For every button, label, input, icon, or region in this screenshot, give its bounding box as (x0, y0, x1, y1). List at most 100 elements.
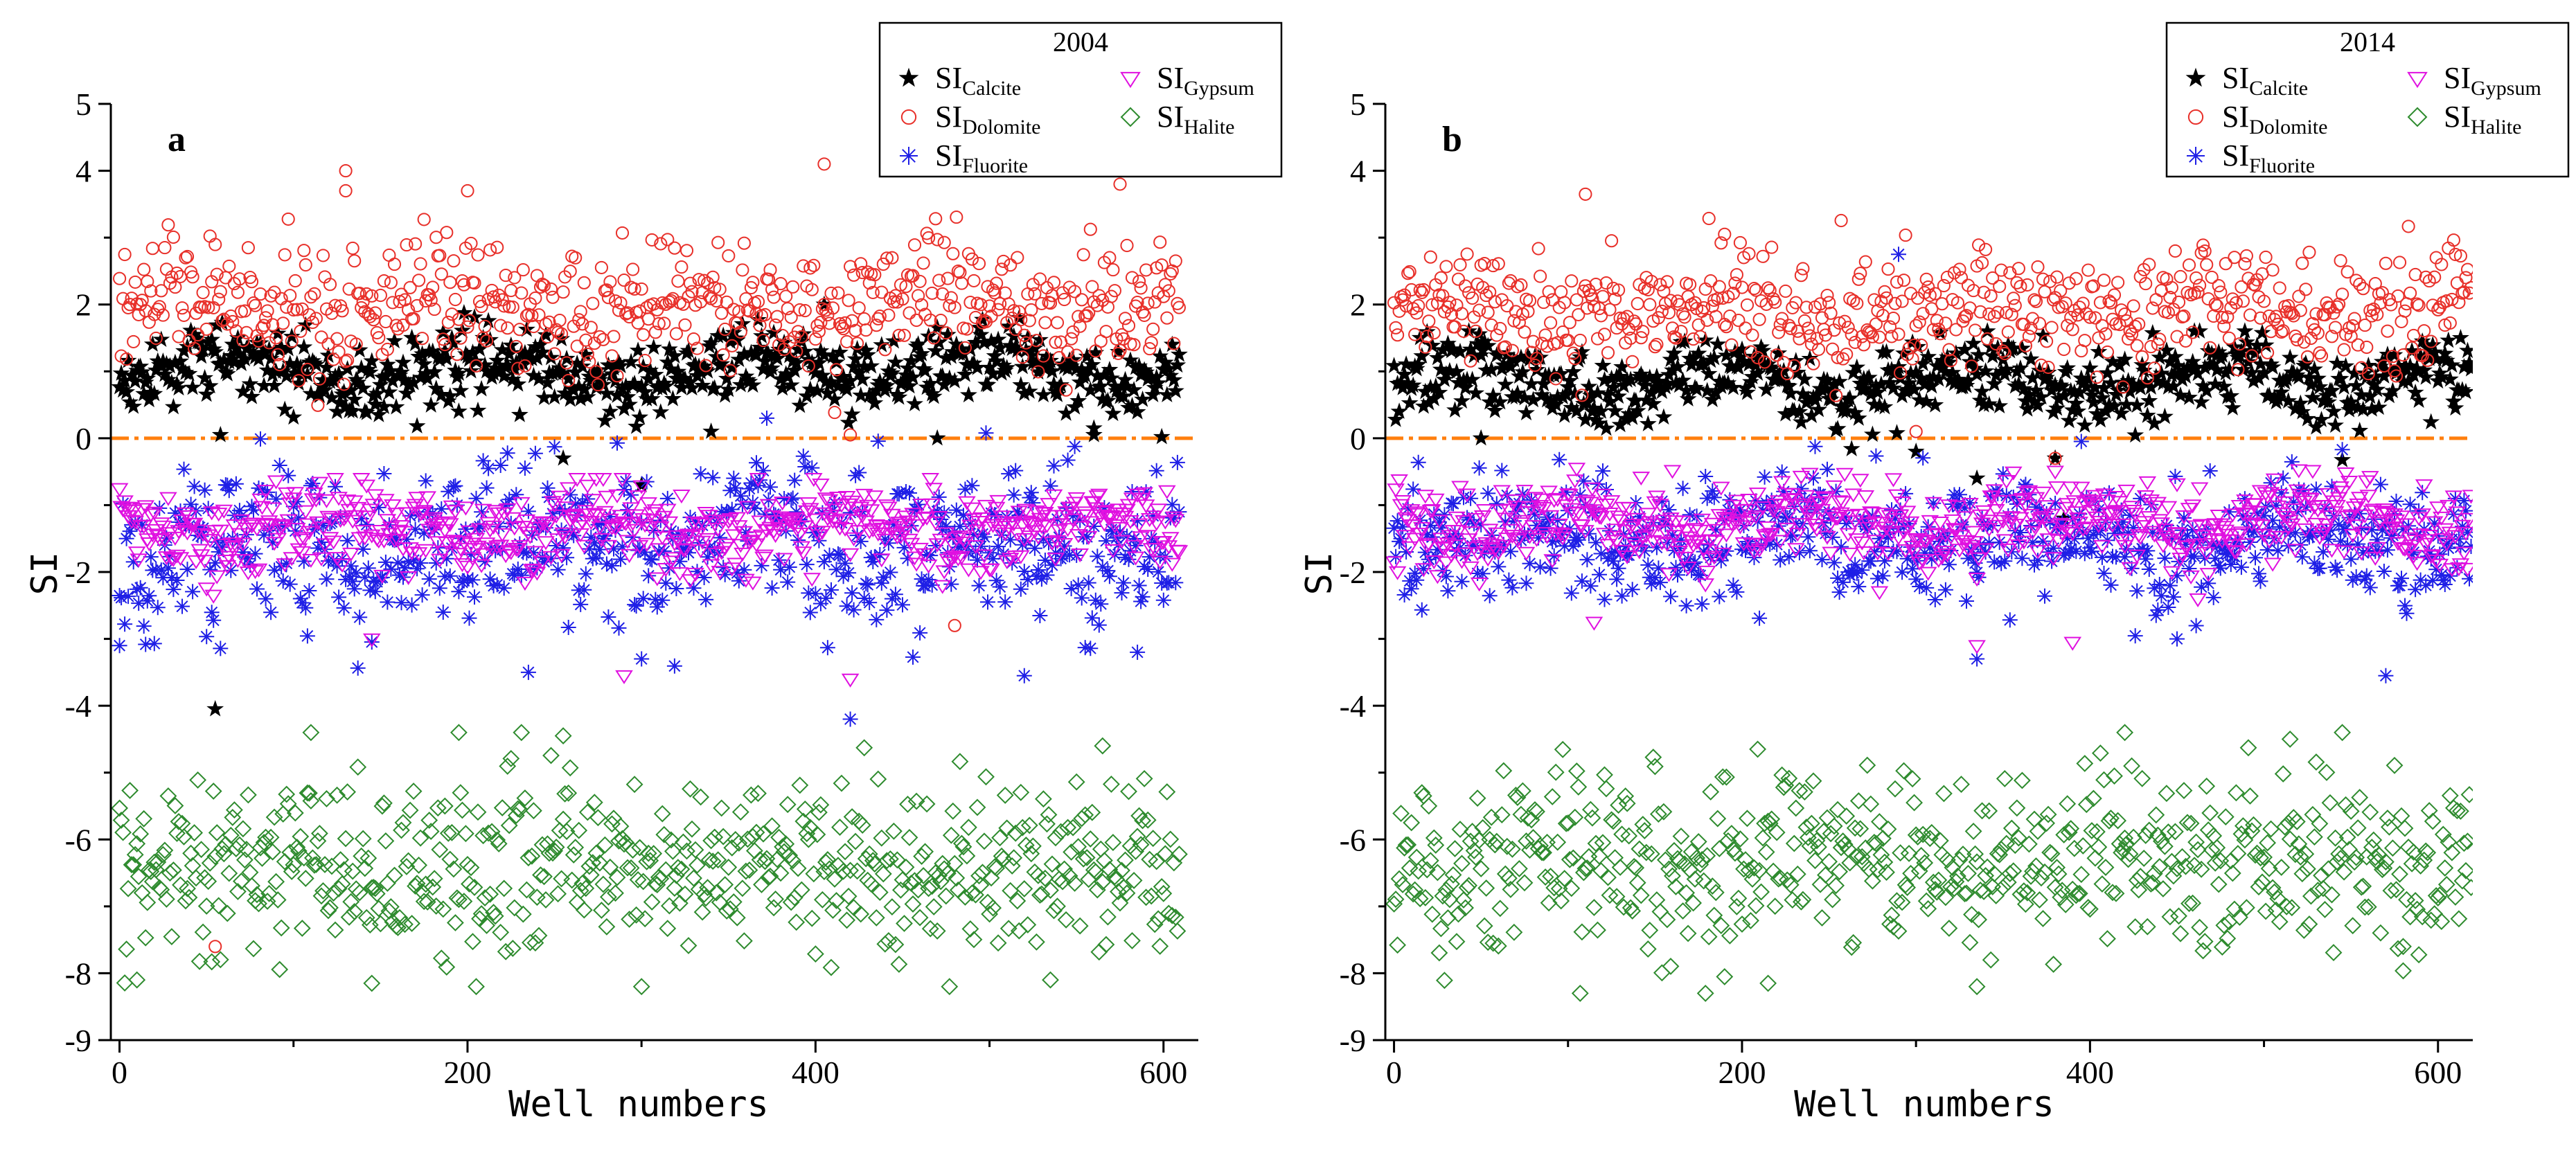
fluorite-point (213, 641, 229, 656)
dolomite-point (544, 282, 558, 296)
fluorite-point (1769, 537, 1785, 553)
halite-point (625, 776, 643, 794)
fluorite-point (1926, 495, 1942, 511)
fluorite-point (1684, 562, 1700, 578)
calcite-point (170, 379, 188, 396)
dolomite-point (1137, 308, 1151, 322)
calcite-point (2311, 378, 2329, 395)
fluorite-point (1112, 524, 1128, 539)
gypsum-point (324, 535, 343, 550)
fluorite-point (393, 595, 409, 611)
fluorite-point (452, 530, 468, 546)
fluorite-point (460, 571, 475, 587)
halite-point (119, 879, 137, 897)
fluorite-point (268, 491, 284, 507)
fluorite-point (253, 431, 268, 447)
fluorite-point (552, 501, 568, 517)
dolomite-point (923, 313, 937, 327)
fluorite-point (1463, 490, 1479, 506)
halite-point (805, 865, 823, 883)
fluorite-point (656, 543, 672, 559)
dolomite-point (377, 274, 391, 288)
halite-point (1038, 815, 1056, 833)
halite-point (526, 934, 544, 952)
dolomite-point (236, 334, 250, 348)
dolomite-point (1427, 326, 1441, 340)
gypsum-point (287, 523, 306, 537)
dolomite-point (2219, 257, 2232, 271)
gypsum-point (362, 529, 381, 544)
calcite-point (2032, 388, 2050, 405)
calcite-point (1689, 344, 1707, 361)
calcite-point (768, 349, 786, 366)
fluorite-point (635, 591, 651, 607)
dolomite-point (580, 348, 594, 361)
dolomite-point (2168, 244, 2182, 258)
halite-point (175, 828, 193, 846)
dolomite-point (1514, 278, 1528, 292)
dolomite-point (2214, 285, 2228, 299)
dolomite-point (497, 299, 511, 313)
calcite-point (921, 375, 939, 391)
fluorite-point (644, 552, 660, 568)
gypsum-point (810, 529, 828, 544)
calcite-point (375, 397, 393, 415)
fluorite-point (646, 523, 661, 538)
dolomite-point (1845, 328, 1858, 341)
fluorite-point (1055, 548, 1071, 564)
halite-point (907, 792, 925, 810)
dolomite-point (508, 271, 522, 285)
halite-point (767, 890, 785, 908)
fluorite-point (160, 560, 176, 576)
halite-point (201, 854, 219, 872)
fluorite-point (736, 562, 752, 578)
gypsum-point (533, 555, 551, 570)
dolomite-point (1534, 269, 1547, 283)
halite-point (429, 799, 447, 817)
calcite-point (118, 383, 136, 400)
fluorite-point (492, 458, 508, 473)
dolomite-point (1490, 328, 1504, 342)
halite-point (540, 844, 558, 862)
dolomite-point (1606, 281, 1620, 296)
dolomite-point (932, 274, 946, 287)
dolomite-point (2235, 280, 2248, 294)
fluorite-point (1022, 490, 1038, 506)
dolomite-point (1146, 322, 1160, 336)
fluorite-point (1392, 533, 1407, 549)
calcite-point (1012, 376, 1030, 393)
fluorite-point (870, 434, 886, 449)
dolomite-point (2299, 283, 2313, 296)
gypsum-point (686, 567, 704, 582)
halite-point (641, 852, 659, 870)
dolomite-point (1466, 291, 1480, 305)
halite-point (116, 974, 134, 992)
calcite-point (1102, 369, 1120, 386)
fluorite-point (2273, 485, 2289, 501)
halite-point (422, 823, 440, 841)
fluorite-point (1876, 553, 1892, 569)
fluorite-point (1121, 551, 1137, 567)
halite-point (346, 902, 364, 920)
dolomite-point (288, 274, 302, 288)
dolomite-point (556, 285, 570, 299)
calcite-point (408, 417, 426, 434)
fluorite-point (1590, 476, 1606, 492)
fluorite-point (658, 575, 674, 591)
halite-point (948, 869, 966, 887)
fluorite-point (1093, 596, 1109, 612)
fluorite-point (1013, 581, 1029, 597)
dolomite-point (1111, 346, 1125, 360)
dolomite-point (1678, 310, 1691, 324)
gypsum-point (453, 558, 472, 573)
halite-point (403, 915, 421, 932)
gypsum-point (495, 507, 513, 521)
halite-point (232, 873, 250, 891)
dolomite-point (1007, 304, 1021, 318)
calcite-point (432, 386, 450, 402)
dolomite-point (1450, 298, 1464, 312)
fluorite-point (2259, 542, 2275, 558)
halite-point (502, 749, 520, 767)
calcite-point (1876, 397, 1894, 415)
halite-point (222, 826, 240, 844)
